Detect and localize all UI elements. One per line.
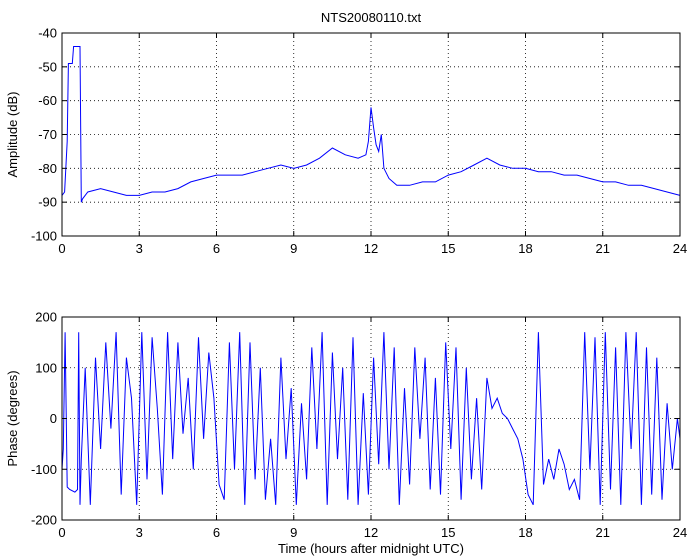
amplitude-xtick-label: 3 <box>136 241 143 256</box>
amplitude-xtick-label: 18 <box>518 241 532 256</box>
amplitude-xtick-label: 24 <box>673 241 687 256</box>
amplitude-ytick-label: -60 <box>38 93 57 108</box>
amplitude-ylabel: Amplitude (dB) <box>5 92 20 178</box>
phase-ytick-label: -100 <box>31 462 57 477</box>
amplitude-xtick-label: 9 <box>290 241 297 256</box>
amplitude-ytick-label: -100 <box>31 229 57 244</box>
amplitude-ytick-label: -90 <box>38 195 57 210</box>
phase-xtick-label: 12 <box>364 525 378 540</box>
phase-xtick-label: 3 <box>136 525 143 540</box>
amplitude-series-line <box>61 46 681 203</box>
phase-series-line <box>61 332 681 506</box>
amplitude-axes: 0 3 6 9 12 15 18 21 24 -100 -90 -80 -70 -60 -50 -40 Ampl… <box>5 26 687 257</box>
phase-ylabel: Phase (degrees) <box>5 370 20 466</box>
amplitude-xtick-label: 21 <box>596 241 610 256</box>
phase-xtick-label: 21 <box>596 525 610 540</box>
phase-ytick-label: 0 <box>50 411 57 426</box>
phase-xlabel: Time (hours after midnight UTC) <box>278 541 464 556</box>
amplitude-ytick-label: -70 <box>38 127 57 142</box>
amplitude-xtick-label: 12 <box>364 241 378 256</box>
figure-title: NTS20080110.txt <box>321 10 422 25</box>
amplitude-xtick-label: 0 <box>58 241 65 256</box>
phase-ytick-label: -200 <box>31 513 57 528</box>
phase-xtick-label: 15 <box>441 525 455 540</box>
amplitude-xtick-label: 6 <box>213 241 220 256</box>
phase-xtick-label: 18 <box>518 525 532 540</box>
phase-axes: 0 3 6 9 12 15 18 21 24 -200 -100 0 100 200 Phase (degr… <box>5 310 687 557</box>
amplitude-ytick-label: -80 <box>38 161 57 176</box>
phase-ytick-label: 100 <box>35 360 57 375</box>
phase-xtick-label: 24 <box>673 525 687 540</box>
phase-xtick-label: 9 <box>290 525 297 540</box>
phase-ytick-label: 200 <box>35 310 57 325</box>
phase-xtick-label: 6 <box>213 525 220 540</box>
amplitude-xtick-label: 15 <box>441 241 455 256</box>
amplitude-ytick-label: -50 <box>38 59 57 74</box>
phase-xtick-label: 0 <box>58 525 65 540</box>
amplitude-ytick-label: -40 <box>38 26 57 41</box>
